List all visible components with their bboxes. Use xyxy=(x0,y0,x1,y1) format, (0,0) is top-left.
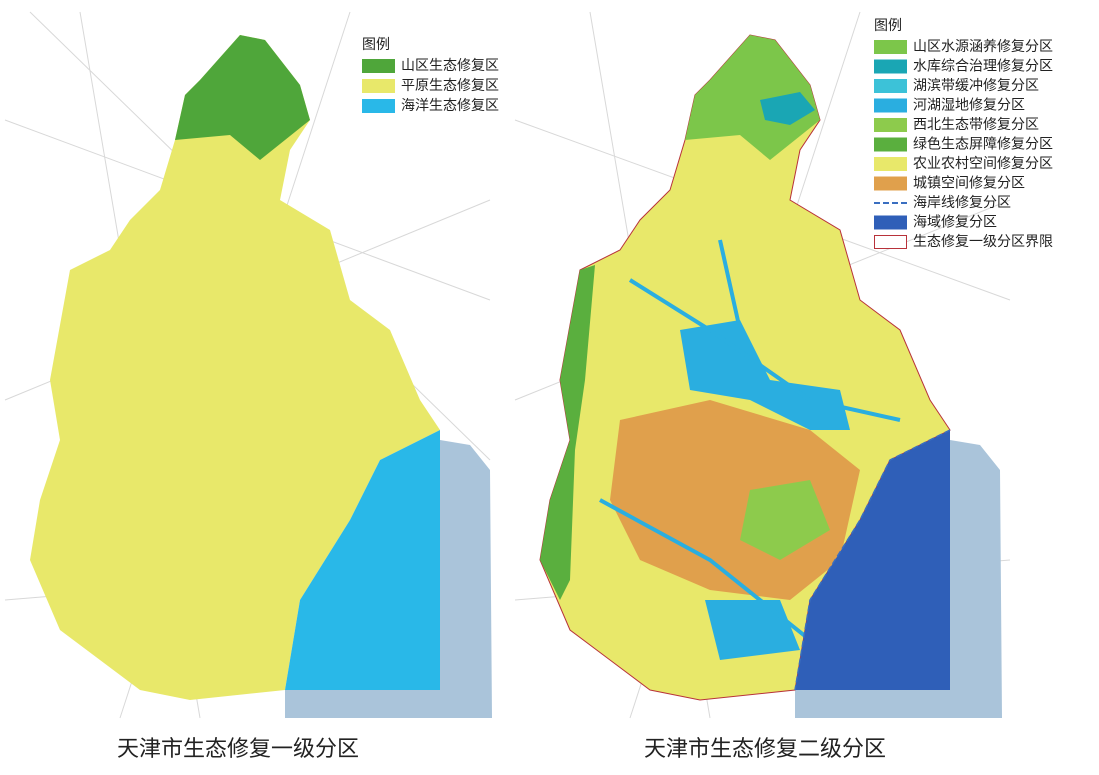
legend-swatch xyxy=(362,59,395,73)
legend-swatch xyxy=(874,79,907,93)
legend-swatch xyxy=(874,59,907,74)
map-left xyxy=(4,11,492,719)
legend-label: 平原生态修复区 xyxy=(401,77,499,94)
legend-swatch xyxy=(362,79,395,93)
legend-swatch xyxy=(874,176,907,191)
green-barrier-zone xyxy=(540,265,595,600)
legend-swatch xyxy=(874,215,907,230)
legend-swatch xyxy=(874,157,907,171)
legend-swatch xyxy=(874,40,907,54)
legend-label: 生态修复一级分区界限 xyxy=(913,233,1053,250)
outer-sea xyxy=(285,440,492,718)
legends: 图例山区生态修复区平原生态修复区海洋生态修复区图例山区水源涵养修复分区水库综合治… xyxy=(362,18,1053,250)
legend-swatch xyxy=(874,137,907,152)
river xyxy=(599,239,901,642)
legend-swatch xyxy=(874,118,907,132)
legend-label: 湖滨带缓冲修复分区 xyxy=(913,77,1039,94)
legend-label: 农业农村空间修复分区 xyxy=(913,155,1053,172)
reservoir-zone xyxy=(760,92,815,125)
legend-label: 海洋生态修复区 xyxy=(401,97,499,114)
legend-title: 图例 xyxy=(874,18,902,34)
northwest-belt-zone xyxy=(740,480,830,560)
legend-title: 图例 xyxy=(362,37,390,53)
caption: 天津市生态修复二级分区 xyxy=(644,737,886,762)
plain-zone xyxy=(30,35,440,700)
legend-label: 海域修复分区 xyxy=(913,214,997,231)
outer-sea xyxy=(795,440,1002,718)
legend-label: 山区生态修复区 xyxy=(401,57,499,74)
ocean-zone xyxy=(285,430,440,690)
wetland-zone xyxy=(680,320,850,660)
legend-swatch xyxy=(874,235,907,249)
legend-label: 城镇空间修复分区 xyxy=(913,175,1025,192)
caption: 天津市生态修复一级分区 xyxy=(117,737,359,762)
legend-label: 山区水源涵养修复分区 xyxy=(913,38,1053,55)
water-source-zone xyxy=(685,35,820,160)
legend-label: 河湖湿地修复分区 xyxy=(913,97,1025,114)
legend-label: 海岸线修复分区 xyxy=(913,194,1011,211)
legend-label: 绿色生态屏障修复分区 xyxy=(913,136,1053,153)
map-right xyxy=(514,11,1017,719)
legend-swatch xyxy=(874,98,907,113)
legend-swatch xyxy=(362,99,395,113)
urban-zone xyxy=(610,400,860,600)
legend-label: 西北生态带修复分区 xyxy=(913,116,1039,133)
mountain-zone xyxy=(175,35,310,160)
sea-zone xyxy=(795,430,950,690)
legend-label: 水库综合治理修复分区 xyxy=(913,58,1053,75)
